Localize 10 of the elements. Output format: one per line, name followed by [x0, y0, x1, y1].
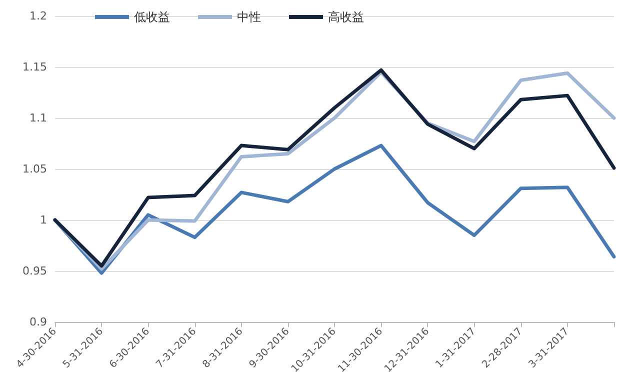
y-tick-label: 1: [40, 214, 47, 226]
y-tick-label: 0.95: [22, 264, 47, 278]
y-tick-label: 1.1: [30, 112, 47, 124]
y-tick-label: 1.15: [22, 60, 47, 74]
legend-label: 中性: [237, 10, 261, 24]
legend-label: 高收益: [328, 10, 364, 24]
y-tick-label: 1.2: [30, 10, 47, 22]
y-tick-label: 0.9: [30, 316, 47, 328]
legend-label: 低收益: [134, 10, 170, 24]
y-tick-label: 1.05: [22, 162, 47, 176]
